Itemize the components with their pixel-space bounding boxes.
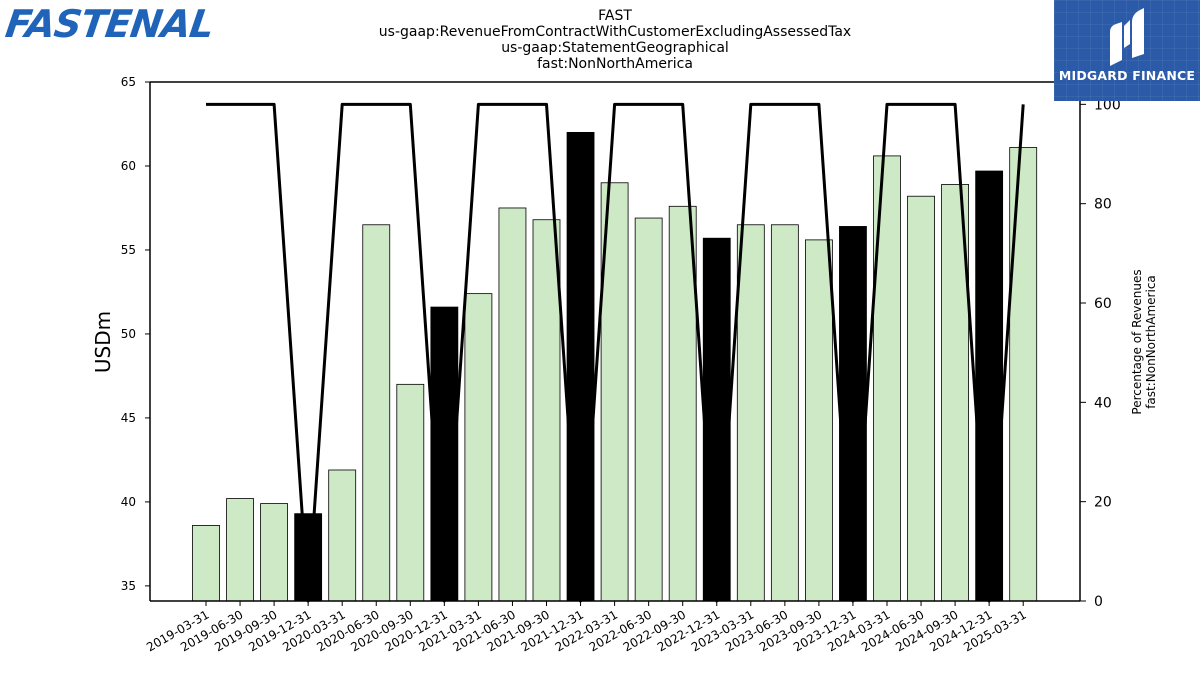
bar	[328, 469, 357, 602]
bar	[532, 219, 561, 602]
y2-axis-label-line: Percentage of Revenues	[1130, 269, 1144, 414]
chart-title-line: fast:NonNorthAmerica	[537, 56, 693, 72]
y-tick-label: 50	[121, 327, 136, 341]
bar	[566, 131, 595, 602]
bar	[362, 224, 391, 602]
y2-axis-ticks: 0 20 40 60 80 100	[1080, 97, 1121, 610]
y-tick-label: 55	[121, 243, 136, 257]
badge-label: MIDGARD FINANCE	[1058, 68, 1196, 83]
x-axis-ticks: 2019-03-312019-06-302019-09-302019-12-31…	[144, 601, 1029, 654]
bar	[226, 498, 254, 602]
bar	[805, 239, 833, 602]
fastenal-logo: FASTENAL	[2, 2, 217, 46]
bar	[668, 205, 697, 602]
midgard-finance-badge: MIDGARD FINANCE	[1054, 0, 1200, 101]
bar	[736, 224, 765, 602]
bar	[770, 224, 799, 602]
y2-tick-label: 20	[1094, 495, 1112, 511]
bar	[464, 293, 493, 602]
y2-tick-label: 40	[1094, 395, 1112, 411]
bar	[839, 226, 867, 602]
bar	[975, 170, 1004, 602]
y2-axis-label-line: fast:NonNorthAmerica	[1144, 275, 1158, 409]
y2-tick-label: 100	[1094, 97, 1121, 113]
y-tick-label: 40	[121, 495, 136, 509]
percentage-line-layer	[206, 102, 1025, 603]
y2-tick-label: 0	[1094, 594, 1103, 610]
y2-axis-label: Percentage of Revenues fast:NonNorthAmeri…	[1130, 269, 1158, 414]
bar	[702, 237, 731, 602]
chart-title-line: us-gaap:StatementGeographical	[501, 40, 729, 56]
y-tick-label: 60	[121, 159, 136, 173]
y2-tick-label: 80	[1094, 197, 1112, 213]
bar	[498, 207, 527, 602]
y-axis-ticks: 35 40 45 50 55 60 65	[121, 75, 150, 593]
y2-tick-label: 60	[1094, 296, 1112, 312]
bar	[192, 525, 220, 602]
bar	[396, 383, 425, 602]
percentage-line	[206, 102, 1025, 603]
bars	[192, 131, 1038, 602]
y-tick-label: 65	[121, 75, 136, 89]
y-axis-label: USDm	[91, 311, 115, 373]
bar	[260, 503, 289, 602]
chart-title: FASTus-gaap:RevenueFromContractWithCusto…	[379, 8, 851, 72]
y-tick-label: 45	[121, 411, 136, 425]
midgard-logo-icon	[1110, 8, 1144, 66]
chart-title-line: FAST	[598, 8, 632, 24]
chart-title-line: us-gaap:RevenueFromContractWithCustomerE…	[379, 24, 851, 40]
bar	[907, 195, 935, 602]
bar	[1009, 147, 1038, 602]
y-tick-label: 35	[121, 579, 136, 593]
bar	[634, 217, 663, 602]
